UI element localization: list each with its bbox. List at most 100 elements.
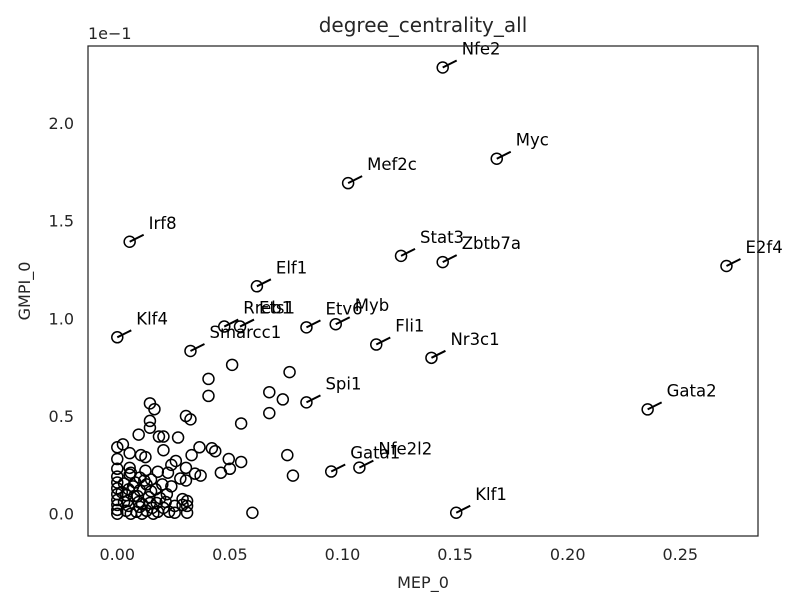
scatter-point — [143, 421, 157, 435]
annotation-leader-line — [190, 343, 205, 352]
scatter-point — [111, 452, 124, 466]
scatter-point — [205, 442, 219, 455]
scatter-point — [123, 446, 136, 460]
x-tick-label: 0.20 — [550, 545, 586, 564]
annotation-leader-line — [116, 329, 132, 339]
x-tick-label: 0.25 — [662, 545, 698, 564]
scatter-point — [214, 466, 228, 479]
scatter-point-labeled — [449, 506, 463, 520]
point-label: Mef2c — [367, 155, 417, 174]
scatter-point-labeled — [641, 403, 654, 416]
scatter-point-labeled — [300, 396, 313, 409]
annotation-leader-line — [223, 318, 239, 328]
annotation-leader-line — [375, 336, 391, 346]
annotation-leader-line — [335, 316, 351, 326]
scatter-point — [179, 474, 193, 487]
scatter-point — [111, 462, 124, 476]
annotation-leader-line — [330, 463, 346, 473]
point-label: Nfe2 — [462, 39, 501, 58]
scatter-point-labeled — [329, 317, 342, 331]
point-label: Klf4 — [136, 309, 168, 328]
point-label: Gata2 — [667, 381, 717, 400]
scatter-point — [152, 430, 166, 443]
scatter-point-labeled — [490, 152, 504, 165]
annotation-leader-line — [239, 318, 255, 328]
scatter-point-labeled — [436, 255, 449, 269]
scatter-point — [148, 402, 161, 416]
scatter-point — [174, 472, 187, 485]
chart-title: degree_centrality_all — [319, 13, 528, 37]
y-axis-ticks: 0.0 0.5 1.0 1.5 2.0 — [49, 114, 74, 524]
point-label: Ets1 — [259, 299, 295, 318]
scatter-point — [225, 358, 239, 372]
scatter-point — [202, 372, 215, 386]
scatter-point-labeled — [353, 461, 366, 474]
scatter-point-labeled — [184, 344, 197, 358]
scatter-point — [138, 474, 151, 487]
scatter-point — [281, 448, 294, 462]
scatter-point — [132, 428, 145, 441]
scatter-point-labeled — [425, 351, 438, 365]
scatter-point — [127, 489, 141, 503]
scatter-point — [149, 483, 162, 496]
scatter-point-labeled — [720, 259, 733, 273]
scatter-point — [160, 487, 174, 501]
annotation-leader-line — [442, 59, 458, 69]
scatter-point — [286, 469, 300, 482]
scatter-point — [208, 444, 222, 458]
scatter-point-labeled — [233, 320, 247, 333]
point-label: Nfe2l2 — [378, 440, 432, 459]
scatter-point — [234, 417, 248, 430]
scatter-points — [111, 61, 733, 520]
y-tick-label: 0.0 — [49, 505, 74, 524]
scatter-point — [117, 495, 131, 509]
scatter-point-labeled — [218, 320, 231, 333]
point-label: Spi1 — [325, 374, 361, 393]
scatter-point — [157, 443, 170, 457]
point-label: Myb — [355, 296, 389, 315]
scatter-point-labeled — [394, 249, 408, 263]
scatter-point — [184, 413, 197, 426]
y-tick-label: 0.5 — [49, 407, 74, 426]
x-tick-label: 0.10 — [325, 545, 361, 564]
point-label: Klf1 — [475, 485, 507, 504]
x-tick-label: 0.00 — [99, 545, 135, 564]
annotation-leader-line — [726, 258, 741, 267]
annotation-leader-line — [256, 278, 272, 288]
point-label: Elf1 — [276, 258, 307, 277]
annotation-leader-line — [442, 254, 458, 263]
annotation-leader-line — [306, 394, 321, 404]
annotation-leader-line — [455, 504, 471, 514]
annotation-leader-line — [647, 401, 663, 411]
annotation-leader-line — [306, 319, 321, 329]
scatter-point — [234, 455, 248, 469]
scatter-point — [179, 461, 193, 475]
x-tick-label: 0.05 — [212, 545, 248, 564]
scatter-point — [111, 507, 124, 520]
scatter-point — [135, 497, 149, 511]
annotation-leader-line — [400, 247, 416, 257]
scatter-point — [126, 480, 140, 493]
point-label: Zbtb7a — [462, 234, 521, 253]
scatter-point-labeled — [111, 331, 124, 344]
scatter-point — [143, 414, 157, 428]
y-tick-label: 2.0 — [49, 114, 74, 133]
point-label: Gata1 — [350, 444, 400, 463]
scatter-point — [194, 469, 207, 482]
point-label: Irf8 — [149, 214, 177, 233]
scatter-point-labeled — [300, 321, 313, 334]
y-axis-label: GMPI_0 — [15, 262, 35, 321]
scatter-point — [171, 431, 185, 444]
scatter-point — [168, 506, 181, 520]
scatter-point — [185, 448, 198, 462]
y-tick-label: 1.0 — [49, 309, 74, 328]
scatter-point — [124, 466, 138, 479]
scatter-point — [116, 438, 130, 451]
scatter-point-labeled — [341, 176, 355, 190]
point-label: Myc — [516, 131, 549, 150]
scatter-point — [222, 452, 236, 466]
point-label: E2f4 — [745, 238, 782, 257]
scatter-point — [193, 441, 206, 454]
